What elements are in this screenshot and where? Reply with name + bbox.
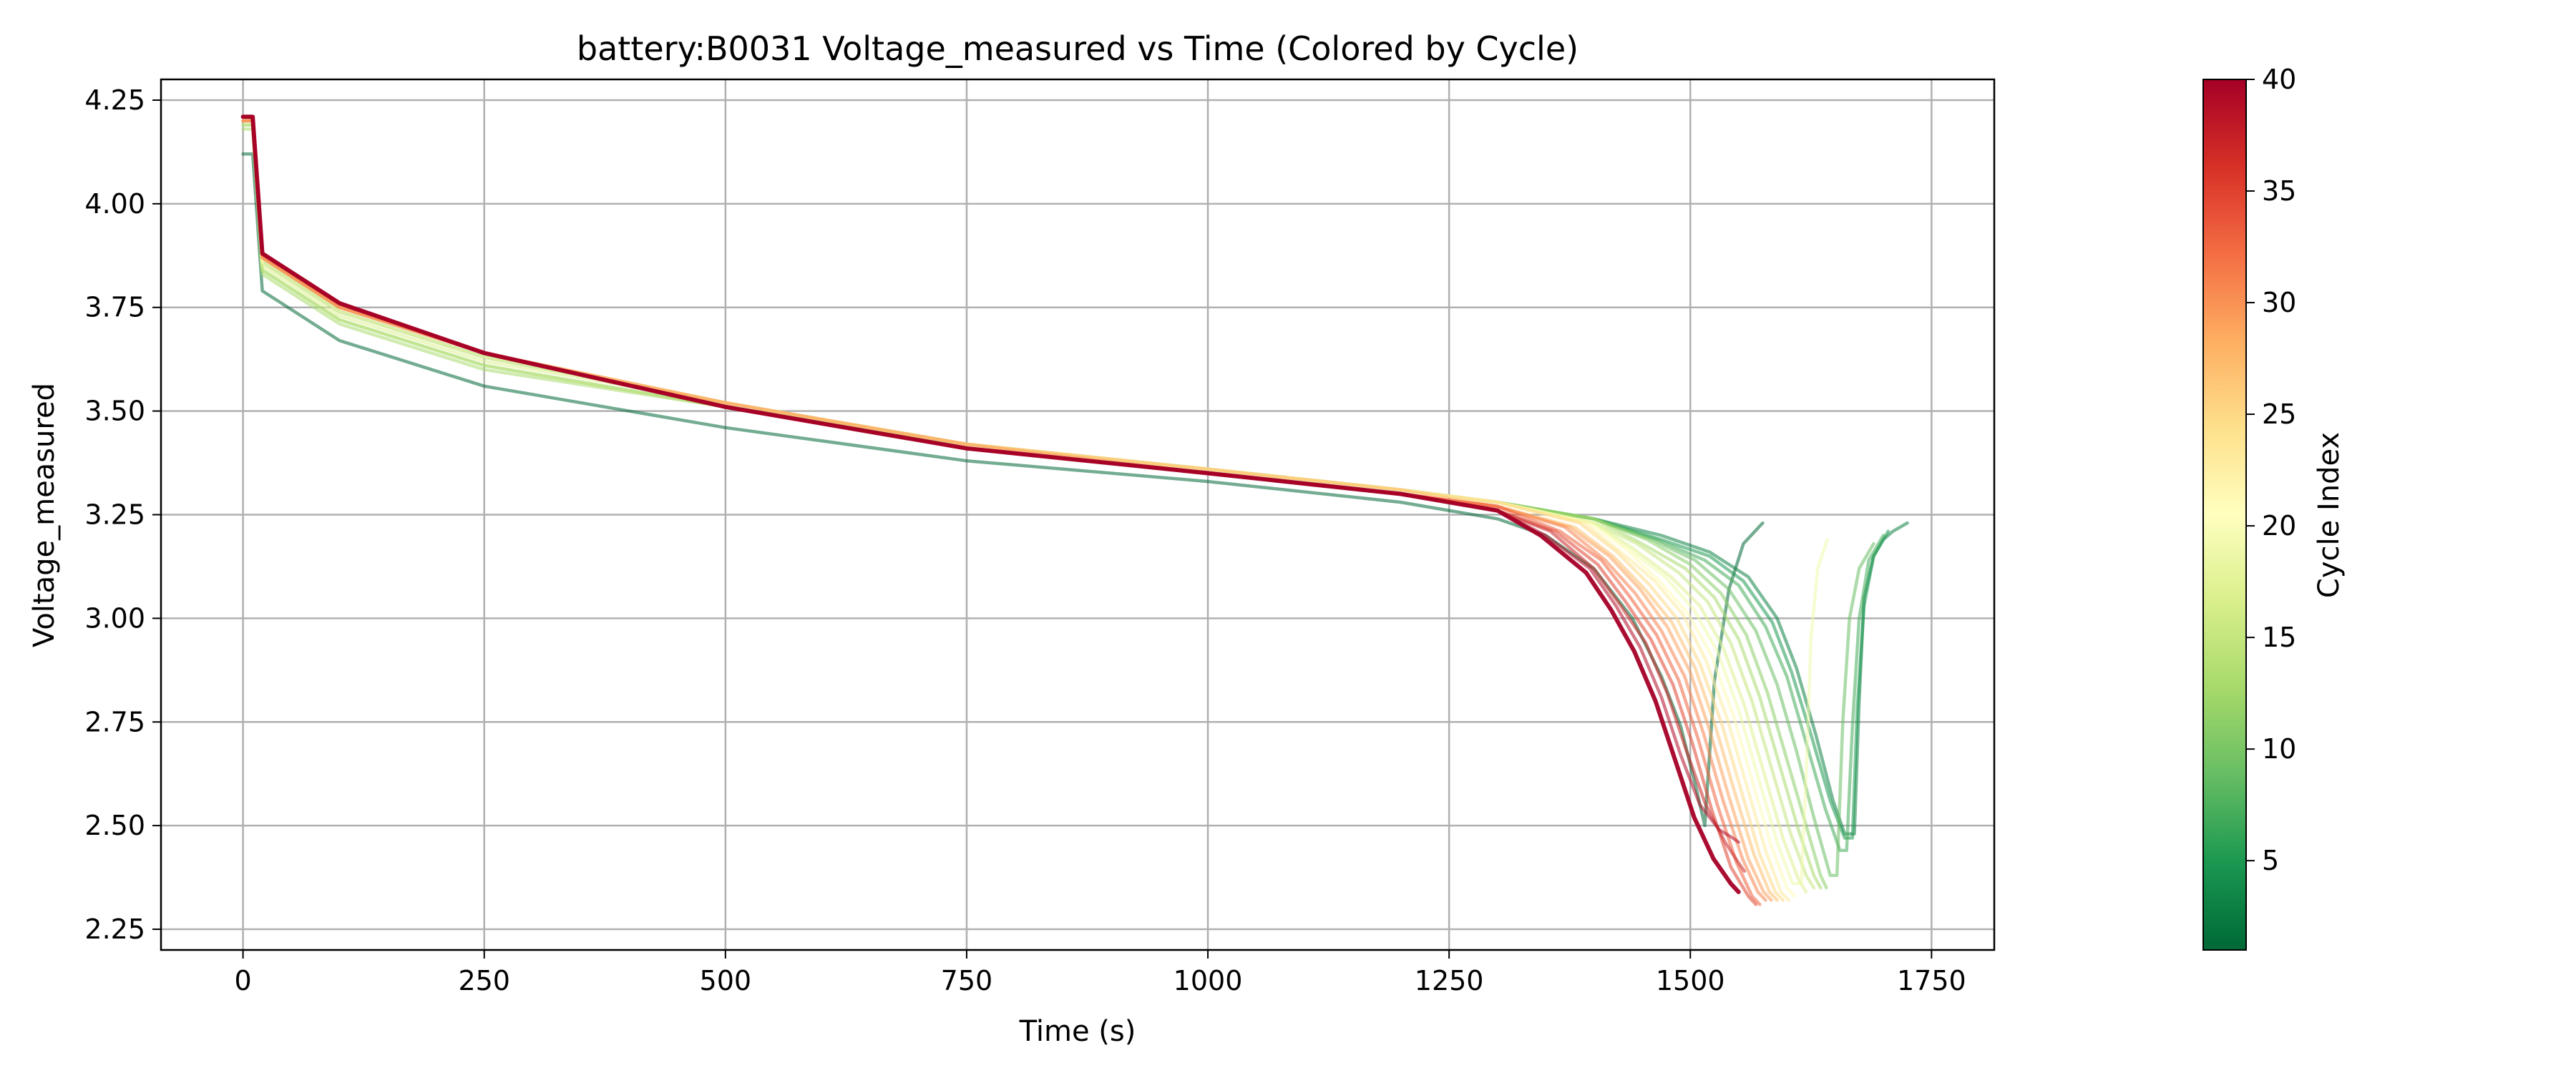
y-tick-label: 2.75 <box>84 706 145 738</box>
series-line-cycle-5 <box>241 119 1890 840</box>
colorbar-label: Cycle Index <box>2313 432 2346 598</box>
y-tick-label: 4.25 <box>84 84 145 116</box>
series-line-cycle-7 <box>241 119 1885 853</box>
colorbar-tick-label: 20 <box>2262 510 2296 542</box>
y-axis-label: Voltage_measured <box>28 383 61 647</box>
colorbar-tick-label: 5 <box>2262 845 2279 876</box>
series-line-cycle-13 <box>241 127 1823 890</box>
series-line-cycle-9 <box>241 119 1875 877</box>
x-tick-label: 250 <box>458 965 510 996</box>
series-line-cycle-37 <box>241 114 1747 873</box>
series-line-cycle-21 <box>241 119 1797 898</box>
x-tick-label: 1000 <box>1174 965 1243 996</box>
colorbar-ticks: 5 10 15 20 25 30 35 40 <box>2246 64 2296 876</box>
series-line-cycle-19 <box>241 119 1829 886</box>
y-axis-ticks: 2.25 2.50 2.75 3.00 3.25 3.50 3.75 4.00 4.25 <box>84 84 161 945</box>
colorbar <box>2202 79 2247 951</box>
series-line-cycle-1 <box>241 152 1765 828</box>
x-tick-label: 1250 <box>1415 965 1484 996</box>
series-line-cycle-23 <box>241 119 1791 902</box>
y-tick-label: 3.50 <box>84 396 145 427</box>
x-tick-label: 1500 <box>1656 965 1725 996</box>
gridlines <box>161 79 1994 950</box>
x-tick-label: 0 <box>235 965 252 996</box>
y-tick-label: 2.50 <box>84 810 145 841</box>
x-tick-label: 750 <box>941 965 993 996</box>
series-line-cycle-15 <box>241 123 1816 890</box>
y-tick-label: 2.25 <box>84 913 145 945</box>
colorbar-tick-label: 15 <box>2262 622 2296 653</box>
colorbar-tick-label: 25 <box>2262 398 2296 430</box>
colorbar-tick-label: 10 <box>2262 733 2296 765</box>
series-line-cycle-11 <box>241 123 1828 890</box>
y-tick-label: 3.25 <box>84 499 145 531</box>
x-tick-label: 1750 <box>1897 965 1966 996</box>
colorbar-tick-label: 40 <box>2262 64 2296 95</box>
series-line-cycle-17 <box>241 119 1808 894</box>
chart-title: battery:B0031 Voltage_measured vs Time (… <box>577 29 1579 68</box>
x-tick-label: 500 <box>700 965 752 996</box>
y-tick-label: 4.00 <box>84 188 145 220</box>
colorbar-tick-label: 30 <box>2262 287 2296 318</box>
x-axis-ticks: 0 250 500 750 1000 1250 1500 1750 <box>235 950 1966 996</box>
colorbar-tick-label: 35 <box>2262 175 2296 207</box>
y-tick-label: 3.00 <box>84 602 145 634</box>
y-tick-label: 3.75 <box>84 292 145 323</box>
series-line-cycle-39 <box>241 114 1740 844</box>
series-line-cycle-40 <box>240 114 1741 894</box>
series-line-cycle-3 <box>241 119 1909 836</box>
series-lines <box>240 114 1909 906</box>
series-line-cycle-31 <box>241 119 1767 902</box>
x-axis-label: Time (s) <box>1019 1015 1136 1048</box>
